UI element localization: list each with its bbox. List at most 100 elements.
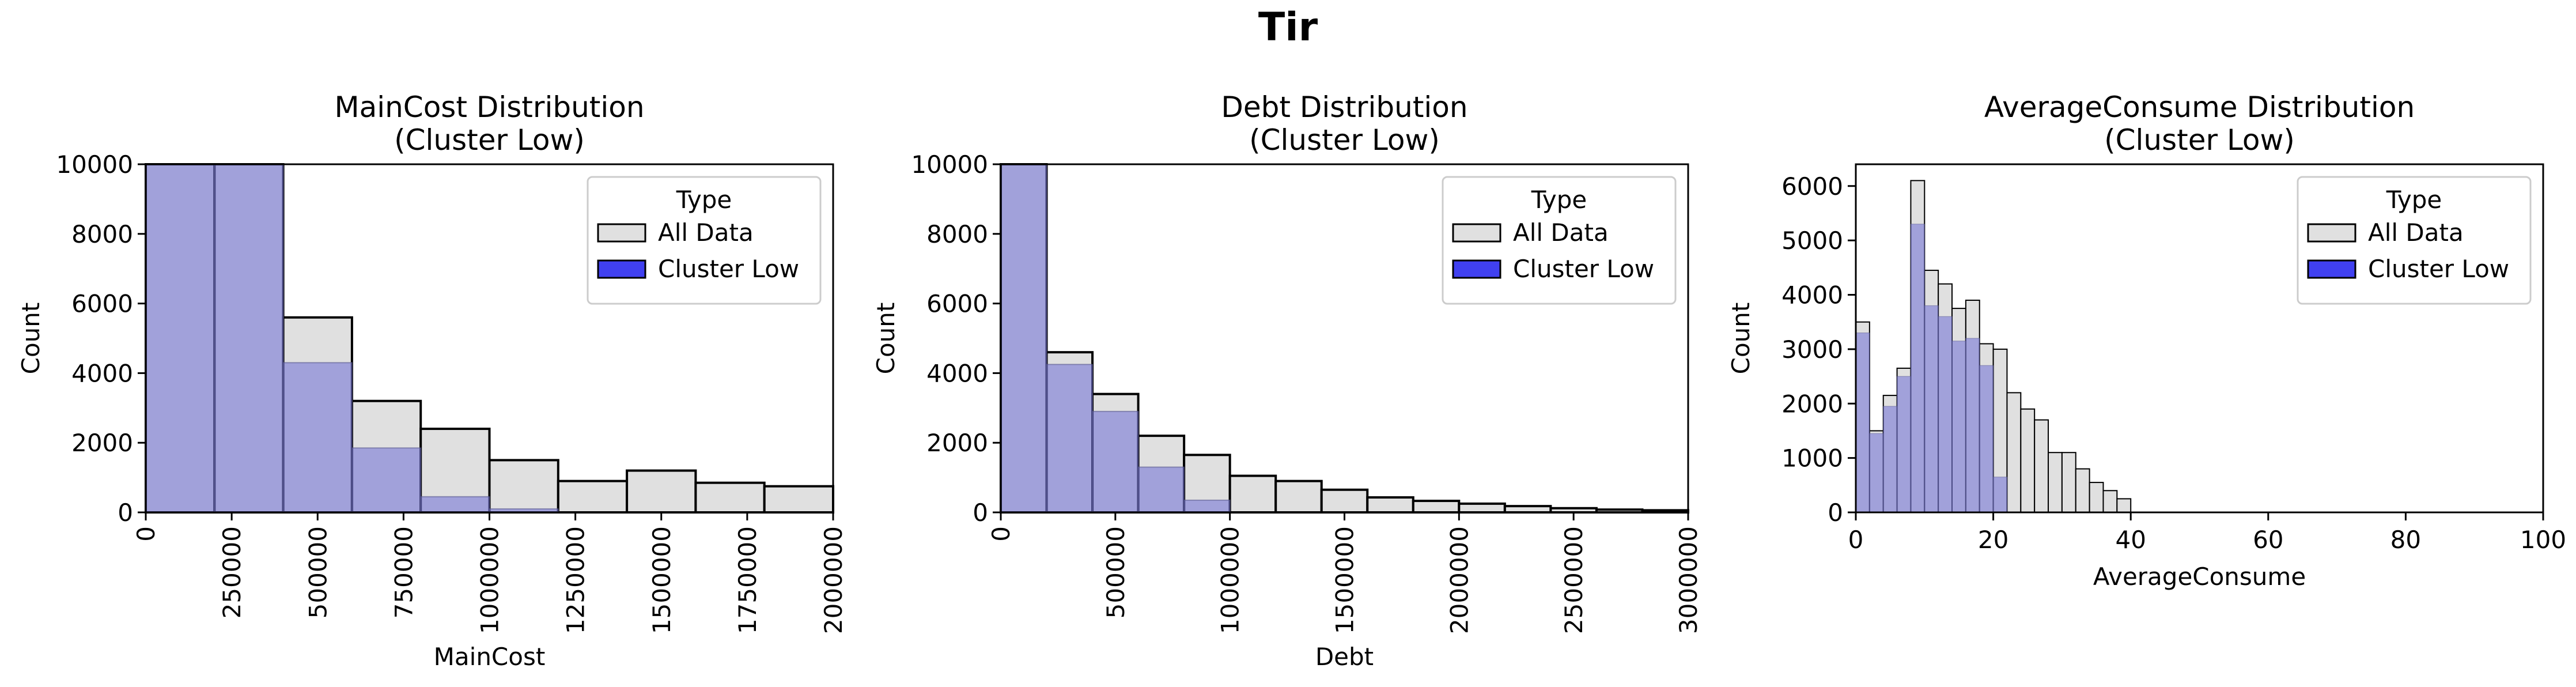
y-tick-label: 0 bbox=[118, 499, 133, 527]
bar-cluster-low bbox=[1183, 499, 1231, 513]
legend-swatch bbox=[597, 223, 646, 243]
bar-cluster-low bbox=[214, 164, 284, 513]
x-tick-label: 100 bbox=[2520, 526, 2566, 554]
bar-all-data bbox=[763, 485, 834, 514]
bar-cluster-low bbox=[1910, 224, 1925, 513]
bar-cluster-low bbox=[1000, 164, 1047, 513]
bar-all-data bbox=[2061, 452, 2076, 513]
bar-cluster-low bbox=[420, 496, 490, 514]
legend-swatch bbox=[1452, 259, 1501, 279]
x-tick-label: 250000 bbox=[218, 526, 246, 618]
y-tick-label: 6000 bbox=[926, 290, 988, 318]
x-tick-label: 500000 bbox=[1102, 526, 1130, 618]
x-tick-label: 40 bbox=[2115, 526, 2146, 554]
x-tick-label: 1500000 bbox=[648, 526, 676, 634]
bar-all-data bbox=[1503, 505, 1552, 514]
x-tick-label: 2500000 bbox=[1560, 526, 1588, 634]
bar-all-data bbox=[2034, 419, 2049, 513]
chart-title: AverageConsume Distribution bbox=[1984, 90, 2415, 124]
y-tick-label: 0 bbox=[973, 499, 988, 527]
legend-swatch bbox=[2307, 259, 2356, 279]
y-tick-label: 1000 bbox=[1781, 444, 1843, 473]
y-tick-label: 4000 bbox=[1781, 281, 1843, 309]
bar-cluster-low bbox=[1137, 466, 1185, 513]
bar-cluster-low bbox=[1855, 333, 1870, 513]
bar-cluster-low bbox=[1897, 376, 1911, 513]
bar-all-data bbox=[2075, 468, 2090, 513]
bar-cluster-low bbox=[1993, 477, 2007, 513]
bar-cluster-low bbox=[1979, 365, 1994, 513]
bar-all-data bbox=[2102, 490, 2118, 513]
legend-title: Type bbox=[1531, 186, 1587, 214]
x-tick-label: 2000000 bbox=[1445, 526, 1473, 634]
bar-cluster-low bbox=[282, 362, 353, 514]
y-tick-label: 6000 bbox=[71, 290, 133, 318]
figure-title: Tir bbox=[1258, 5, 1318, 50]
y-tick-label: 6000 bbox=[1781, 172, 1843, 201]
bar-all-data bbox=[1366, 496, 1414, 514]
y-axis-label: Count bbox=[1727, 303, 1755, 375]
bar-cluster-low bbox=[1046, 364, 1094, 513]
x-axis-label: MainCost bbox=[434, 643, 546, 671]
legend-title: Type bbox=[2386, 186, 2442, 214]
bar-all-data bbox=[1412, 500, 1461, 514]
x-tick-label: 3000000 bbox=[1674, 526, 1703, 634]
plot-frame bbox=[1855, 163, 2544, 514]
y-tick-label: 5000 bbox=[1781, 227, 1843, 255]
x-tick-label: 500000 bbox=[304, 526, 332, 618]
y-tick-label: 2000 bbox=[71, 429, 133, 457]
y-tick-label: 2000 bbox=[1781, 390, 1843, 418]
x-tick-label: 0 bbox=[1848, 526, 1864, 554]
legend-entry-label: Cluster Low bbox=[2368, 255, 2509, 283]
bar-all-data bbox=[557, 480, 629, 514]
x-tick-label: 0 bbox=[132, 526, 160, 542]
legend-title: Type bbox=[676, 186, 732, 214]
bar-all-data bbox=[626, 469, 697, 514]
bar-cluster-low bbox=[145, 164, 215, 513]
bar-all-data bbox=[488, 459, 559, 514]
x-axis-label: AverageConsume bbox=[2093, 563, 2306, 591]
y-tick-label: 0 bbox=[1828, 499, 1843, 527]
y-tick-label: 10000 bbox=[56, 150, 133, 179]
bar-all-data bbox=[2089, 482, 2104, 513]
chart-panel-3: 0 1000 2000 3000 4000 5000 6000 0 20 40 60 80 100 Ave… bbox=[1727, 90, 2566, 591]
y-tick-label: 4000 bbox=[926, 359, 988, 387]
x-tick-label: 1500000 bbox=[1331, 526, 1359, 634]
chart-title: (Cluster Low) bbox=[394, 123, 585, 157]
bar-all-data bbox=[1458, 502, 1506, 514]
y-tick-label: 10000 bbox=[911, 150, 988, 179]
bar-all-data bbox=[1274, 480, 1323, 514]
legend-entry-label: All Data bbox=[658, 218, 754, 247]
bar-cluster-low bbox=[1965, 338, 1980, 513]
y-tick-label: 4000 bbox=[71, 359, 133, 387]
x-tick-label: 60 bbox=[2253, 526, 2283, 554]
chart-title: (Cluster Low) bbox=[1249, 123, 1440, 157]
y-axis-label: Count bbox=[872, 303, 900, 375]
chart-title: Debt Distribution bbox=[1221, 90, 1467, 124]
legend-entry-label: Cluster Low bbox=[658, 255, 799, 283]
bar-cluster-low bbox=[351, 447, 422, 514]
y-tick-label: 8000 bbox=[71, 220, 133, 248]
bar-all-data bbox=[2116, 498, 2132, 513]
y-tick-label: 3000 bbox=[1781, 335, 1843, 364]
x-tick-label: 1000000 bbox=[476, 526, 504, 634]
x-tick-label: 1250000 bbox=[562, 526, 590, 634]
bar-all-data bbox=[1320, 488, 1369, 514]
bar-all-data bbox=[2048, 452, 2063, 513]
bar-cluster-low bbox=[1924, 305, 1939, 513]
x-tick-label: 1000000 bbox=[1216, 526, 1245, 634]
legend-entry-label: All Data bbox=[2368, 218, 2464, 247]
bar-all-data bbox=[2020, 408, 2036, 513]
bar-cluster-low bbox=[1092, 410, 1139, 514]
x-tick-label: 20 bbox=[1978, 526, 2008, 554]
legend-swatch bbox=[597, 259, 646, 279]
x-axis-label: Debt bbox=[1315, 643, 1374, 671]
legend-swatch bbox=[1452, 223, 1501, 243]
y-tick-label: 2000 bbox=[926, 429, 988, 457]
chart-title: MainCost Distribution bbox=[334, 90, 644, 124]
x-tick-label: 80 bbox=[2390, 526, 2421, 554]
chart-panel-1: 0 2000 4000 6000 8000 10000 0 250000 500000 75000… bbox=[17, 90, 848, 671]
chart-title: (Cluster Low) bbox=[2104, 123, 2295, 157]
bar-cluster-low bbox=[1938, 316, 1953, 513]
